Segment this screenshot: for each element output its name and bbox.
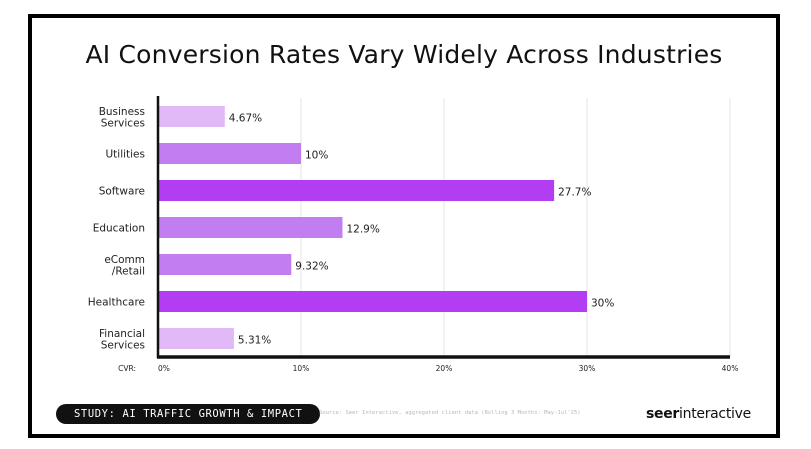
source-note: Source: Seer Interactive, aggregated cli… (319, 410, 581, 416)
bar (158, 291, 587, 312)
bar-chart: 0% 10% 20% 30% 40%CVR:4.67%BusinessServices1… (88, 96, 739, 373)
x-tick-label: 30% (579, 364, 596, 373)
data-label: 12.9% (346, 224, 379, 236)
category-label: Business (99, 106, 145, 118)
data-label: 4.67% (229, 113, 262, 125)
chart-frame: AI Conversion Rates Vary Widely Across I… (28, 14, 780, 438)
axis-prefix-label: CVR: (118, 364, 136, 373)
data-label: 27.7% (558, 187, 591, 199)
category-label: Services (101, 117, 145, 129)
category-label: Education (93, 223, 145, 235)
x-tick-label: 10% (293, 364, 310, 373)
category-label: Healthcare (88, 297, 145, 309)
bar (158, 217, 343, 238)
data-label: 30% (591, 298, 614, 310)
bar (158, 180, 555, 201)
category-label: Software (99, 186, 145, 198)
category-label: eComm (104, 254, 145, 266)
data-label: 5.31% (238, 335, 271, 347)
study-badge: STUDY: AI TRAFFIC GROWTH & IMPACT (56, 404, 321, 424)
category-label: Utilities (105, 149, 145, 161)
x-tick-label: 20% (436, 364, 453, 373)
brand-logo-part2: interactive (679, 406, 751, 422)
category-label: /Retail (112, 265, 145, 277)
bar (158, 328, 234, 349)
category-label: Financial (99, 328, 145, 340)
x-tick-label: 40% (722, 364, 739, 373)
bar (158, 143, 301, 164)
x-tick-label: 0% (158, 364, 170, 373)
category-label: Services (101, 339, 145, 351)
data-label: 9.32% (295, 261, 328, 273)
brand-logo-part1: seer (646, 406, 680, 422)
bar (158, 106, 225, 127)
data-label: 10% (305, 150, 328, 162)
chart-title: AI Conversion Rates Vary Widely Across I… (85, 40, 723, 69)
brand-logo: seerinteractive (646, 406, 751, 422)
bar (158, 254, 292, 275)
